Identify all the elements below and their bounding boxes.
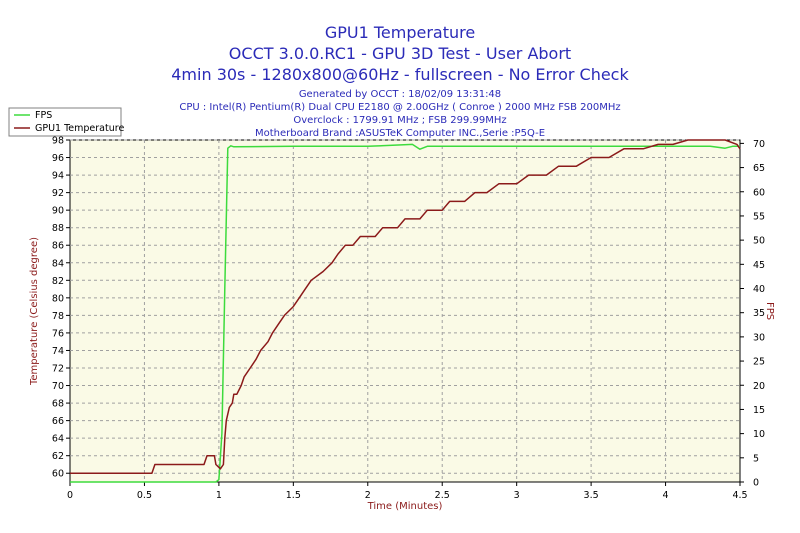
legend — [8, 107, 122, 137]
y2-tick-label: 45 — [753, 260, 765, 271]
y-axis-label: Temperature (Celsius degree) — [29, 237, 40, 386]
axis-ticks: 0 0.5 1 1.5 2 2.5 3 3.5 4 4.5 60 62 64 66 68 70 72 74 76 78… — [52, 136, 765, 502]
y2-tick-label: 70 — [753, 139, 765, 150]
y-tick-label: 84 — [52, 258, 64, 269]
y2-tick-label: 55 — [753, 211, 765, 222]
y-tick-label: 68 — [52, 399, 64, 410]
y-tick-label: 82 — [52, 276, 64, 287]
chart-subtitle-2: 4min 30s - 1280x800@60Hz - fullscreen - … — [171, 65, 629, 84]
x-tick-label: 4 — [663, 490, 669, 501]
info-cpu: CPU : Intel(R) Pentium(R) Dual CPU E2180… — [179, 102, 620, 113]
x-tick-label: 2 — [365, 490, 371, 501]
x-tick-label: 0.5 — [137, 490, 152, 501]
y2-tick-label: 0 — [753, 478, 759, 489]
y2-tick-label: 30 — [753, 332, 765, 343]
y2-tick-label: 50 — [753, 236, 765, 247]
y-tick-label: 96 — [52, 153, 64, 164]
y-tick-label: 86 — [52, 241, 64, 252]
y-tick-label: 88 — [52, 223, 64, 234]
legend-label-temperature: GPU1 Temperature — [35, 123, 124, 134]
y-tick-label: 70 — [52, 381, 64, 392]
info-motherboard: Motherboard Brand :ASUSTeK Computer INC.… — [255, 128, 545, 139]
series-line-fps — [70, 143, 740, 483]
y2-tick-label: 10 — [753, 429, 765, 440]
y2-tick-label: 35 — [753, 308, 765, 319]
y2-axis-label: FPS — [764, 302, 775, 320]
y-tick-label: 60 — [52, 469, 64, 480]
y-tick-label: 66 — [52, 416, 64, 427]
grid — [70, 139, 740, 482]
info-overclock: Overclock : 1799.91 MHz ; FSB 299.99MHz — [293, 115, 506, 126]
x-tick-label: 1 — [216, 490, 222, 501]
y2-tick-label: 40 — [753, 284, 765, 295]
y-tick-label: 78 — [52, 311, 64, 322]
y-tick-label: 62 — [52, 451, 64, 462]
y-tick-label: 90 — [52, 206, 64, 217]
y2-tick-label: 5 — [753, 453, 759, 464]
y-tick-label: 76 — [52, 328, 64, 339]
x-axis-label: Time (Minutes) — [367, 501, 443, 512]
plot-area — [69, 139, 741, 483]
y2-tick-label: 60 — [753, 187, 765, 198]
legend-label-fps: FPS — [35, 110, 52, 121]
x-tick-label: 3.5 — [584, 490, 599, 501]
y-tick-label: 74 — [52, 346, 64, 357]
series-lines — [70, 139, 741, 483]
y-tick-label: 94 — [52, 171, 64, 182]
x-tick-label: 4.5 — [732, 490, 747, 501]
chart-subtitle-1: OCCT 3.0.0.RC1 - GPU 3D Test - User Abor… — [229, 44, 571, 63]
y-tick-label: 64 — [52, 434, 64, 445]
y-tick-label: 72 — [52, 364, 64, 375]
y-tick-label: 98 — [52, 136, 64, 147]
series-line-temperature — [70, 139, 741, 474]
x-tick-label: 0 — [67, 490, 73, 501]
y-tick-label: 80 — [52, 293, 64, 304]
info-generated: Generated by OCCT : 18/02/09 13:31:48 — [299, 89, 501, 100]
y2-tick-label: 25 — [753, 357, 765, 368]
chart-title: GPU1 Temperature — [325, 23, 475, 42]
x-tick-label: 3 — [514, 490, 520, 501]
x-tick-label: 2.5 — [435, 490, 450, 501]
y-tick-label: 92 — [52, 188, 64, 199]
y2-tick-label: 20 — [753, 381, 765, 392]
x-tick-label: 1.5 — [286, 490, 301, 501]
y2-tick-label: 65 — [753, 163, 765, 174]
y2-tick-label: 15 — [753, 405, 765, 416]
